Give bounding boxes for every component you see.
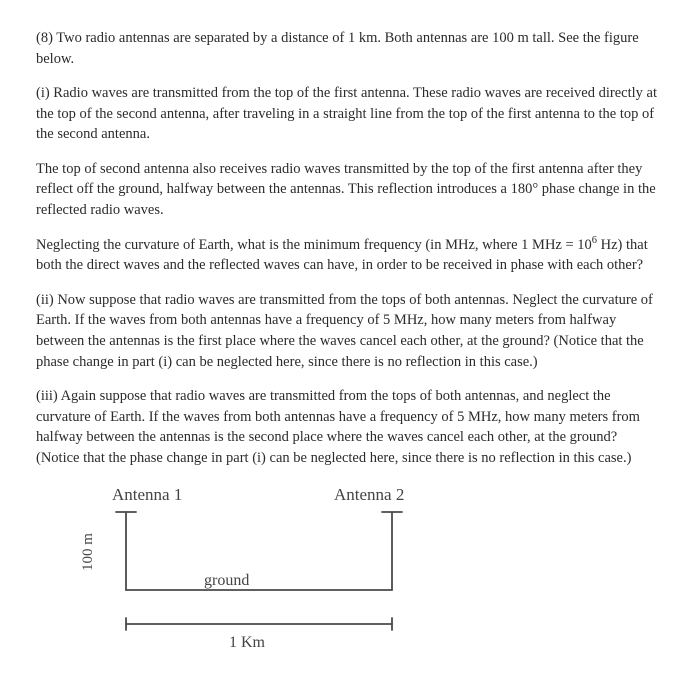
svg-text:ground: ground bbox=[204, 572, 249, 589]
antenna-figure: Antenna 1 Antenna 2 100 m ground 1 Km bbox=[54, 482, 554, 672]
svg-text:Antenna 1: Antenna 1 bbox=[112, 485, 182, 504]
part-ii: (ii) Now suppose that radio waves are tr… bbox=[36, 290, 664, 372]
part-i-c: Neglecting the curvature of Earth, what … bbox=[36, 235, 664, 276]
part-i-b: The top of second antenna also receives … bbox=[36, 159, 664, 221]
part-iii: (iii) Again suppose that radio waves are… bbox=[36, 386, 664, 468]
svg-text:Antenna 2: Antenna 2 bbox=[334, 485, 404, 504]
figure-svg: Antenna 1 Antenna 2 100 m ground 1 Km bbox=[54, 482, 554, 672]
part-i-a: (i) Radio waves are transmitted from the… bbox=[36, 83, 664, 145]
problem-intro: (8) Two radio antennas are separated by … bbox=[36, 28, 664, 69]
part-i-c-prefix: Neglecting the curvature of Earth, what … bbox=[36, 237, 592, 253]
svg-text:100 m: 100 m bbox=[80, 533, 96, 571]
svg-text:1 Km: 1 Km bbox=[229, 634, 266, 651]
